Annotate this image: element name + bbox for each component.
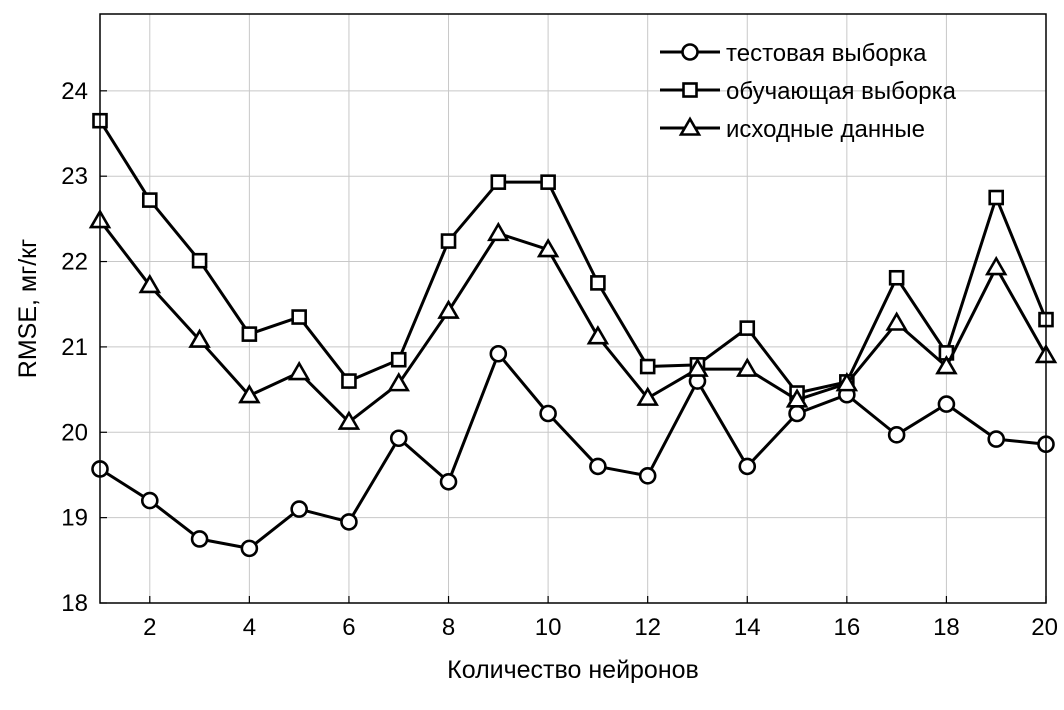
data-point-triangle <box>337 410 361 430</box>
x-tick-label: 2 <box>143 614 156 641</box>
data-point-square <box>590 275 606 291</box>
y-tick-label: 24 <box>61 78 88 105</box>
legend-marker-square <box>682 82 698 98</box>
y-axis-label: RMSE, мг/кг <box>14 239 42 378</box>
data-point-square <box>241 326 258 342</box>
data-point-square <box>639 358 656 375</box>
legend-marker-triangle <box>678 116 702 136</box>
data-point-triangle <box>287 360 311 381</box>
data-point-square <box>341 373 357 389</box>
x-tick-label: 14 <box>734 614 761 641</box>
x-tick-label: 8 <box>442 614 455 641</box>
data-point-circle <box>140 491 159 510</box>
legend-entry: тестовая выборка <box>660 40 927 67</box>
data-point-square <box>191 252 208 269</box>
data-point-circle <box>589 457 607 476</box>
legend-label: обучающая выборка <box>726 78 957 105</box>
plot-frame <box>99 13 1047 604</box>
data-point-circle <box>937 395 956 413</box>
data-point-circle <box>190 530 209 548</box>
data-point-triangle <box>437 299 460 319</box>
y-tick-label: 22 <box>61 249 88 276</box>
x-tick-label: 12 <box>634 614 661 641</box>
legend: тестовая выборка обучающая выборка исходны… <box>660 40 957 143</box>
y-tick-label: 21 <box>61 334 88 361</box>
data-point-square <box>440 233 457 249</box>
data-point-square <box>390 351 407 368</box>
data-point-circle <box>738 457 757 476</box>
data-point-triangle <box>885 311 908 331</box>
legend-entry: обучающая выборка <box>660 78 957 105</box>
data-point-square <box>490 174 507 190</box>
data-point-triangle <box>785 388 809 408</box>
data-point-square <box>141 192 158 208</box>
data-point-circle <box>539 404 557 423</box>
y-tick-label: 23 <box>61 163 88 190</box>
data-point-triangle <box>686 357 709 377</box>
data-point-circle <box>987 430 1006 448</box>
data-point-square <box>291 309 307 325</box>
data-point-circle <box>240 539 259 558</box>
y-tick-label: 19 <box>61 505 88 532</box>
data-point-triangle <box>984 255 1008 276</box>
data-point-triangle <box>387 372 410 392</box>
data-point-circle <box>340 513 358 531</box>
data-point-circle <box>389 429 408 448</box>
data-point-triangle <box>586 325 610 345</box>
data-point-circle <box>290 500 308 518</box>
data-point-triangle <box>935 354 958 375</box>
data-point-square <box>888 269 905 286</box>
x-tick-label: 18 <box>933 614 960 641</box>
data-point-circle <box>887 426 906 444</box>
data-point-triangle <box>138 273 162 294</box>
data-point-circle <box>638 467 657 485</box>
series-line <box>98 119 1048 395</box>
series-line <box>98 219 1048 424</box>
data-point-square <box>739 320 756 336</box>
data-point-triangle <box>636 386 659 406</box>
data-point-circle <box>788 404 806 423</box>
y-tick-label: 20 <box>61 419 88 446</box>
data-point-triangle <box>736 357 759 377</box>
x-tick-label: 16 <box>833 614 860 641</box>
y-tick-label: 18 <box>61 590 88 617</box>
legend-label: тестовая выборка <box>726 40 927 67</box>
series-triangle <box>88 208 1058 430</box>
legend-entry: исходные данные <box>660 116 925 143</box>
data-point-square <box>540 174 556 190</box>
x-tick-label: 4 <box>243 614 256 641</box>
series-line <box>99 352 1047 550</box>
data-point-triangle <box>536 238 560 258</box>
series-layer <box>88 112 1058 558</box>
legend-marker-circle <box>681 43 699 61</box>
data-point-triangle <box>487 221 510 242</box>
x-tick-label: 20 <box>1031 614 1058 641</box>
data-point-triangle <box>238 383 261 404</box>
series-circle <box>91 344 1055 558</box>
data-point-triangle <box>188 328 211 348</box>
x-tick-label: 6 <box>342 614 355 641</box>
legend-label: исходные данные <box>726 116 925 143</box>
data-point-square <box>988 189 1005 206</box>
data-point-circle <box>489 344 508 363</box>
x-tick-label: 10 <box>535 614 562 641</box>
data-point-triangle <box>835 372 859 392</box>
x-axis-label: Количество нейронов <box>447 656 699 684</box>
data-point-circle <box>439 472 458 491</box>
